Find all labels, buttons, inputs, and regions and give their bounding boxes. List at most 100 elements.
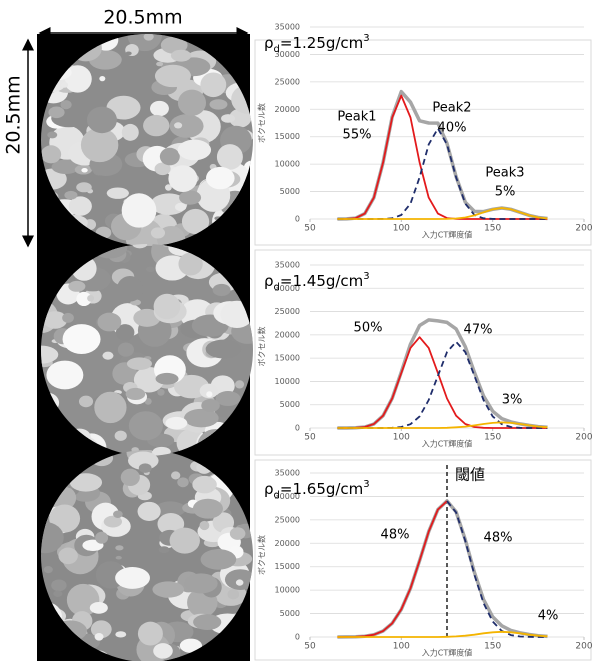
aggregate bbox=[169, 527, 200, 554]
density-part: =1.65g/cm bbox=[280, 480, 363, 498]
y-tick-label: 0 bbox=[295, 633, 300, 642]
aggregate bbox=[115, 631, 127, 638]
aggregate bbox=[212, 283, 231, 297]
x-tick-label: 150 bbox=[484, 642, 501, 652]
aggregate bbox=[99, 76, 106, 82]
aggregate bbox=[159, 147, 180, 166]
aggregate bbox=[68, 280, 86, 292]
y-tick-label: 25000 bbox=[275, 307, 300, 316]
series-line bbox=[446, 500, 548, 638]
aggregate bbox=[133, 308, 161, 327]
x-tick-label: 100 bbox=[393, 433, 410, 443]
aggregate bbox=[47, 131, 58, 139]
annotation: 5% bbox=[495, 185, 516, 200]
density-part: d bbox=[274, 490, 280, 501]
aggregate bbox=[115, 555, 122, 560]
x-tick-label: 150 bbox=[484, 433, 501, 443]
aggregate bbox=[181, 208, 210, 235]
aggregate bbox=[174, 202, 187, 212]
aggregate bbox=[193, 614, 222, 631]
aggregate bbox=[69, 473, 103, 492]
aggregate bbox=[177, 89, 207, 116]
x-axis-label: 入力CT輝度値 bbox=[422, 439, 472, 449]
aggregate bbox=[80, 127, 119, 163]
aggregate bbox=[227, 589, 240, 600]
aggregate bbox=[61, 81, 69, 88]
aggregate bbox=[145, 266, 155, 273]
aggregate bbox=[177, 477, 189, 488]
density-part: ρ bbox=[264, 272, 274, 290]
aggregate bbox=[184, 573, 218, 594]
y-tick-label: 5000 bbox=[280, 609, 300, 618]
aggregate bbox=[158, 546, 170, 554]
aggregate bbox=[144, 398, 152, 405]
aggregate bbox=[48, 106, 65, 119]
aggregate bbox=[121, 193, 157, 228]
density-part: ρ bbox=[264, 480, 274, 498]
x-tick-label: 50 bbox=[304, 224, 316, 234]
aggregate bbox=[168, 165, 198, 192]
aggregate bbox=[87, 294, 95, 302]
x-axis-label: 入力CT輝度値 bbox=[422, 230, 472, 240]
y-axis-label: ボクセル数 bbox=[257, 535, 267, 575]
aggregate bbox=[205, 166, 235, 190]
aggregate bbox=[199, 383, 219, 399]
aggregate bbox=[200, 72, 227, 98]
aggregate bbox=[53, 590, 63, 597]
annotation: 48% bbox=[484, 531, 513, 546]
aggregate bbox=[115, 567, 150, 589]
y-tick-label: 20000 bbox=[275, 105, 300, 114]
aggregate bbox=[81, 168, 88, 173]
density-part: d bbox=[274, 44, 280, 55]
aggregate bbox=[116, 275, 144, 302]
y-tick-label: 25000 bbox=[275, 515, 300, 524]
aggregate bbox=[62, 312, 74, 323]
aggregate bbox=[137, 621, 163, 646]
annotation: Peak1 bbox=[337, 110, 376, 125]
y-tick-label: 0 bbox=[295, 215, 300, 224]
aggregate bbox=[153, 293, 181, 320]
y-tick-label: 5000 bbox=[280, 400, 300, 409]
aggregate bbox=[103, 515, 122, 528]
aggregate bbox=[41, 522, 64, 554]
aggregate bbox=[229, 527, 246, 540]
y-tick-label: 5000 bbox=[280, 187, 300, 196]
y-tick-label: 15000 bbox=[275, 354, 300, 363]
aggregate bbox=[179, 638, 203, 653]
aggregate bbox=[94, 632, 104, 641]
y-tick-label: 20000 bbox=[275, 330, 300, 339]
aggregate bbox=[89, 602, 108, 614]
annotation: 4% bbox=[538, 609, 559, 624]
series-line bbox=[337, 336, 548, 429]
aggregate bbox=[174, 122, 183, 129]
aggregate bbox=[125, 51, 132, 56]
aggregate bbox=[177, 139, 212, 161]
y-tick-label: 15000 bbox=[275, 562, 300, 571]
aggregate bbox=[113, 510, 123, 518]
aggregate bbox=[215, 391, 241, 407]
y-axis-label: ボクセル数 bbox=[257, 103, 267, 143]
x-tick-label: 100 bbox=[393, 224, 410, 234]
aggregate bbox=[155, 501, 186, 517]
aggregate bbox=[192, 498, 223, 519]
aggregate bbox=[117, 342, 135, 357]
aggregate bbox=[184, 408, 219, 428]
aggregate bbox=[95, 531, 109, 544]
aggregate bbox=[170, 49, 192, 62]
annotation: 47% bbox=[464, 323, 493, 338]
aggregate bbox=[128, 411, 163, 441]
aggregate bbox=[126, 357, 152, 370]
y-tick-label: 30000 bbox=[275, 284, 300, 293]
aggregate bbox=[60, 100, 72, 110]
width-label: 20.5mm bbox=[103, 7, 182, 29]
series-line bbox=[337, 207, 548, 220]
aggregate bbox=[235, 579, 244, 586]
aggregate bbox=[94, 391, 127, 424]
aggregate bbox=[192, 475, 217, 494]
aggregate bbox=[115, 324, 135, 341]
aggregate bbox=[156, 61, 164, 67]
height-label: 20.5mm bbox=[3, 75, 25, 154]
aggregate bbox=[43, 311, 68, 329]
density-part: 3 bbox=[363, 271, 369, 282]
